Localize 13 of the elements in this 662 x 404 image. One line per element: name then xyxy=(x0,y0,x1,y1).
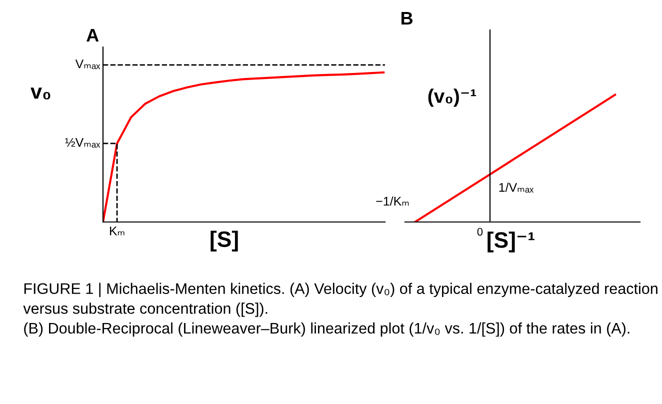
x-axis-title: [S] xyxy=(210,230,238,252)
x-axis-title: [S]⁻¹ xyxy=(488,232,534,252)
y-axis-title: v₀ xyxy=(30,88,50,100)
ref-line-label: Vₘₐₓ xyxy=(75,60,100,70)
chart-title: B xyxy=(402,12,413,24)
chart-title: A xyxy=(86,29,99,42)
caption: FIGURE 1 | Michaelis-Menten kinetics. (A) Velocity (v₀) of a typical enzyme-catalyzed reaction versus substrate concentration ([S]). (B) Double-Reciprocal (Lineweaver–Burk) linearized plot (1/v₀ vs. 1/[S]) of the rates in (A). xyxy=(23,282,658,337)
y-axis-title: (v₀)⁻¹ xyxy=(428,88,476,107)
text: 0 xyxy=(477,228,483,236)
annotation: 1/Vₘₐₓ xyxy=(499,182,534,193)
text: Kₘ xyxy=(110,226,124,236)
ref-line-label: ½Vₘₐₓ xyxy=(65,138,100,148)
annotation: −1/Kₘ xyxy=(376,196,409,206)
